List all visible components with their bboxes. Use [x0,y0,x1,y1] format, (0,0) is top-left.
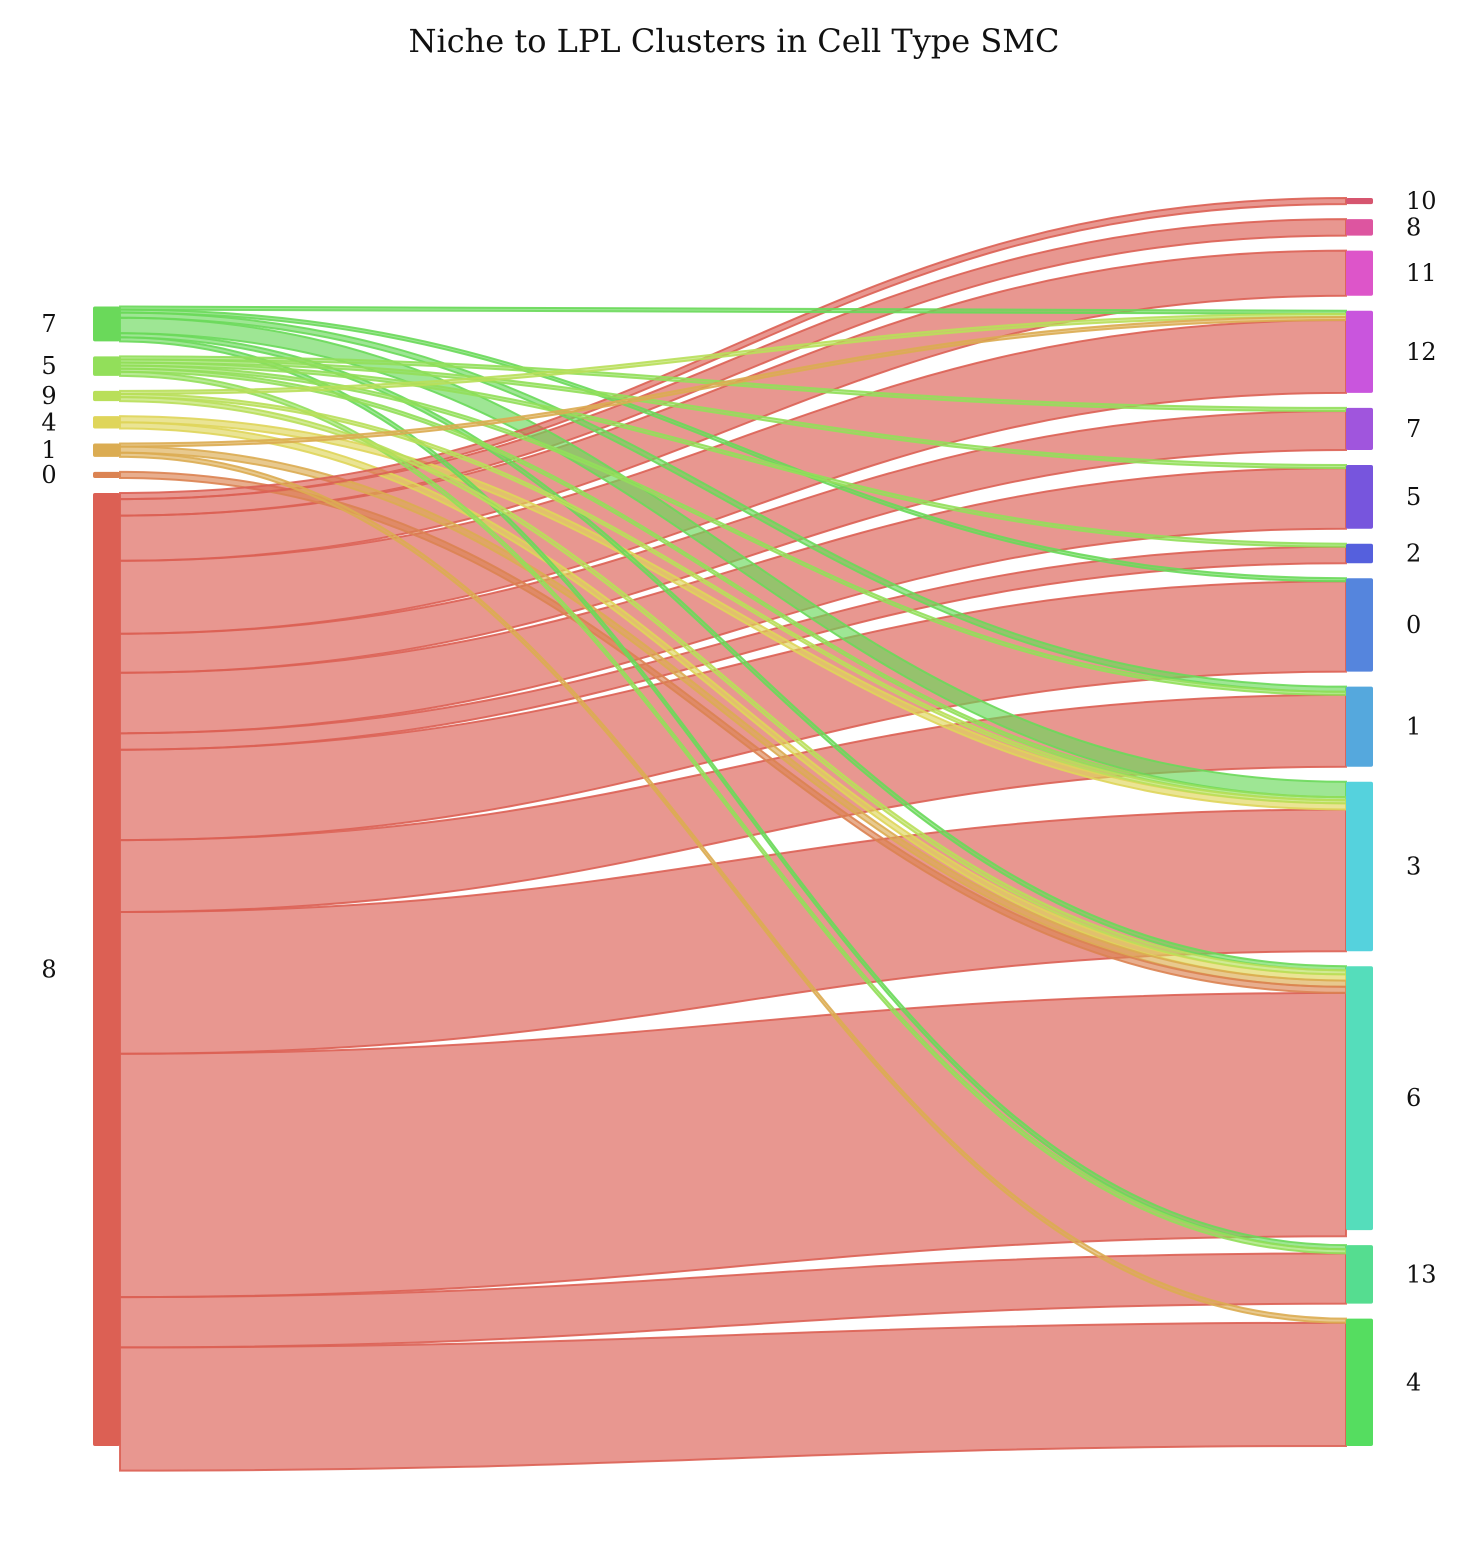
target-node-label-13: 13 [1406,1260,1437,1288]
target-node-8 [1346,219,1373,236]
source-node-label-0: 0 [41,461,56,489]
target-node-0 [1346,578,1373,672]
target-node-4 [1346,1318,1373,1446]
target-node-11 [1346,250,1373,296]
target-node-5 [1346,465,1373,529]
target-node-label-8: 8 [1406,213,1421,241]
target-node-13 [1346,1245,1373,1304]
sankey-link-8-to-2 [119,545,1347,751]
target-node-label-2: 2 [1406,539,1421,567]
source-node-label-4: 4 [41,408,56,436]
target-node-label-0: 0 [1406,611,1421,639]
target-node-1 [1346,686,1373,767]
source-node-4 [93,416,120,429]
target-node-12 [1346,310,1373,393]
target-node-6 [1346,966,1373,1231]
source-node-label-1: 1 [41,436,56,464]
target-node-label-7: 7 [1406,415,1421,443]
sankey-link-8-to-10 [119,196,1347,501]
source-node-7 [93,306,120,342]
target-node-label-5: 5 [1406,483,1421,511]
sankey-link-8-to-3 [119,808,1347,1055]
target-node-label-4: 4 [1406,1368,1421,1396]
target-node-label-12: 12 [1406,338,1437,366]
nodes-layer [93,198,1373,1446]
sankey-link-8-to-13 [119,1252,1347,1349]
target-node-label-6: 6 [1406,1084,1421,1112]
target-node-10 [1346,198,1373,205]
target-node-2 [1346,543,1373,564]
target-node-label-3: 3 [1406,852,1421,880]
source-node-1 [93,443,120,457]
target-node-label-11: 11 [1406,259,1437,287]
sankey-link-8-to-6 [119,991,1347,1299]
source-node-0 [93,471,120,479]
target-node-3 [1346,781,1373,952]
target-node-7 [1346,407,1373,451]
source-node-label-9: 9 [41,382,56,410]
source-node-label-5: 5 [41,352,56,380]
target-node-label-10: 10 [1406,187,1437,215]
sankey-link-8-to-8 [119,218,1347,517]
sankey-link-8-to-4 [119,1321,1347,1472]
links-layer [119,196,1347,1472]
source-node-label-8: 8 [41,956,56,984]
source-node-label-7: 7 [41,310,56,338]
chart-title: Niche to LPL Clusters in Cell Type SMC [408,22,1060,60]
source-node-9 [93,390,120,402]
target-node-label-1: 1 [1406,713,1421,741]
source-node-5 [93,356,120,376]
source-node-8 [93,493,120,1446]
